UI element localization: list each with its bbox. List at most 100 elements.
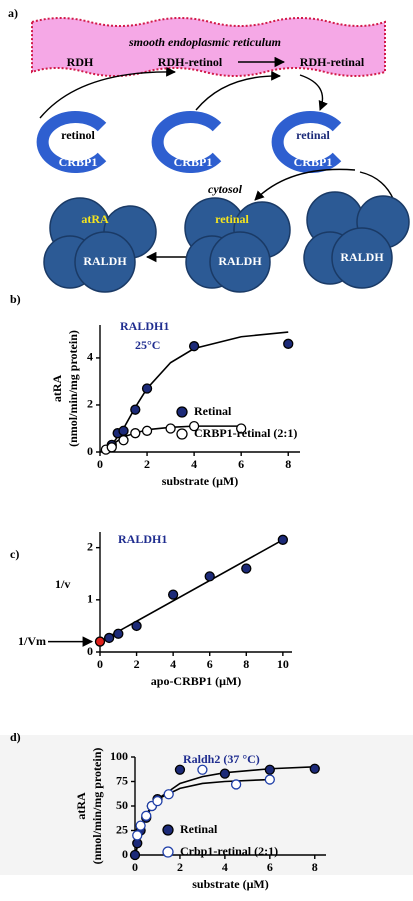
- data-point: [188, 420, 200, 432]
- data-point: [131, 620, 142, 632]
- y-tick-label: 2: [87, 539, 93, 553]
- ligand: retinol: [61, 128, 95, 142]
- data-point: [236, 423, 247, 434]
- data-point: [283, 338, 294, 349]
- crbp1-rings: [36, 111, 342, 173]
- y-tick-label: 100: [110, 749, 128, 763]
- cytosol-label: cytosol: [208, 182, 243, 196]
- data-point: [103, 632, 115, 644]
- data-point: [118, 435, 129, 446]
- data-point: [141, 383, 153, 394]
- data-point: [174, 764, 186, 775]
- rdh-retinal: RDH-retinal: [300, 55, 365, 69]
- legend-marker: [162, 846, 174, 858]
- x-tick-label: 4: [222, 860, 228, 874]
- x-tick-label: 6: [207, 657, 213, 671]
- data-point: [163, 789, 174, 800]
- annotation: 1/Vm: [18, 634, 46, 648]
- y-tick-label: 4: [87, 350, 93, 364]
- arrow: [254, 168, 356, 201]
- x-tick-label: 10: [277, 657, 289, 671]
- y-tick-label: 25: [116, 822, 128, 836]
- data-point: [264, 764, 275, 775]
- y-tick-label: 1: [87, 592, 93, 606]
- data-point: [106, 442, 117, 453]
- ligand: retinal: [215, 212, 249, 226]
- ring: [36, 111, 107, 173]
- x-tick-label: 4: [170, 657, 176, 671]
- data-point: [167, 589, 179, 600]
- er-label: smooth endoplasmic reticulum: [128, 35, 281, 49]
- data-point: [188, 341, 200, 352]
- y-tick-label: 2: [87, 397, 93, 411]
- panel-background: [0, 735, 413, 875]
- x-tick-label: 8: [243, 657, 249, 671]
- ring: [271, 111, 342, 173]
- data-point: [204, 571, 215, 582]
- y-axis-title: atRA: [74, 792, 88, 820]
- x-axis-title: substrate (μM): [162, 474, 238, 488]
- panel-label: a): [8, 6, 18, 20]
- x-tick-label: 2: [134, 657, 140, 671]
- panel-label: d): [10, 730, 21, 744]
- ligand: retinal: [296, 128, 330, 142]
- arrow: [195, 70, 281, 111]
- panel-label: c): [10, 547, 19, 561]
- data-point: [309, 763, 320, 774]
- x-tick-label: 2: [177, 860, 183, 874]
- x-tick-label: 0: [97, 457, 103, 471]
- y-axis-title: (nmol/min/mg protein): [90, 748, 104, 865]
- raldh-label: RALDH: [218, 254, 262, 268]
- data-point: [130, 404, 141, 415]
- crbp1-label: CRBP1: [294, 155, 333, 169]
- data-point: [230, 779, 242, 790]
- x-tick-label: 2: [144, 457, 150, 471]
- legend-marker: [162, 824, 174, 836]
- rdh-retinol: RDH-retinol: [158, 55, 223, 69]
- x-axis-title: apo-CRBP1 (μM): [151, 674, 241, 688]
- y-axis-title: atRA: [50, 375, 64, 403]
- legend-marker: [176, 428, 188, 440]
- data-point: [197, 764, 208, 775]
- data-point: [141, 425, 153, 436]
- crbp1-label: CRBP1: [59, 155, 98, 169]
- raldh-label: RALDH: [340, 250, 384, 264]
- raldh-label: RALDH: [83, 254, 127, 268]
- annotation: 1/v: [55, 577, 70, 591]
- ligand: atRA: [81, 212, 109, 226]
- arrow: [299, 74, 328, 111]
- legend-marker: [176, 406, 188, 418]
- rdh: RDH: [67, 55, 94, 69]
- data-point: [264, 774, 275, 785]
- data-point: [132, 830, 143, 841]
- x-tick-label: 0: [132, 860, 138, 874]
- x-tick-label: 4: [191, 457, 197, 471]
- panel-label: b): [10, 292, 21, 306]
- y-tick-label: 0: [87, 644, 93, 658]
- data-point: [165, 423, 176, 434]
- crbp1-label: CRBP1: [174, 155, 213, 169]
- y-axis-title: (nmol/min/mg protein): [66, 330, 80, 447]
- raldh-clusters: [43, 191, 410, 293]
- fit-line: [99, 539, 284, 643]
- x-tick-label: 0: [97, 657, 103, 671]
- legend-label: CRBP1-retinal (2:1): [194, 426, 297, 440]
- legend-label: Crbp1-retinal (2:1): [180, 844, 278, 858]
- x-tick-label: 8: [312, 860, 318, 874]
- data-point: [141, 810, 152, 821]
- x-tick-label: 6: [238, 457, 244, 471]
- y-tick-label: 75: [116, 773, 128, 787]
- data-point: [241, 563, 252, 574]
- data-point: [94, 636, 106, 647]
- data-point: [129, 849, 141, 861]
- legend-label: Retinal: [180, 822, 218, 836]
- data-point: [135, 820, 146, 831]
- data-point: [219, 768, 231, 779]
- y-tick-label: 50: [116, 798, 128, 812]
- annotation: 25°C: [135, 338, 160, 352]
- ring: [151, 111, 222, 173]
- data-point: [118, 425, 129, 436]
- arrow: [39, 66, 176, 119]
- data-point: [130, 428, 141, 439]
